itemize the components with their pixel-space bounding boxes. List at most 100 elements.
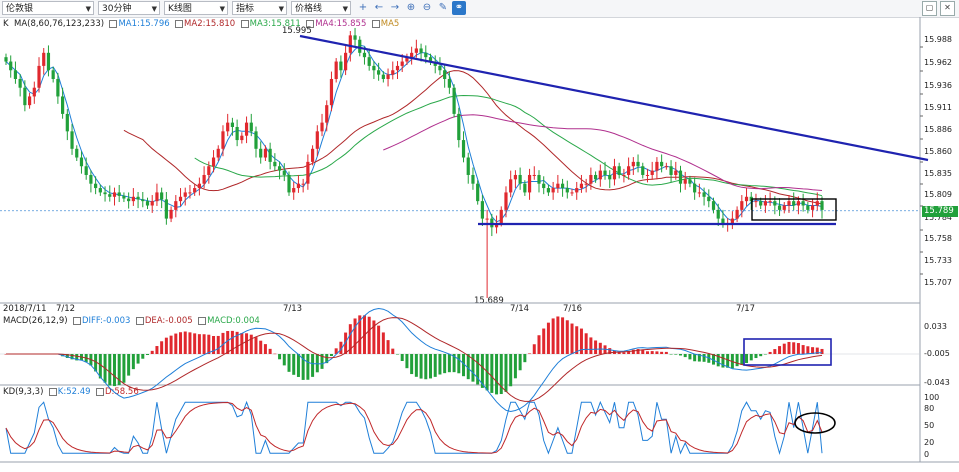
link-icon[interactable]: ⚭ xyxy=(452,1,466,15)
candle-body xyxy=(169,209,173,219)
candle-body xyxy=(410,52,414,58)
symbol-select[interactable]: 伦敦银 ▼ xyxy=(2,1,94,15)
price-tick: 15.962 xyxy=(924,58,952,67)
ma1-checkbox[interactable] xyxy=(109,19,118,28)
price-line-select[interactable]: 价格线 ▼ xyxy=(291,1,351,15)
close-icon[interactable]: ✕ xyxy=(940,1,955,16)
zoom-out-icon[interactable]: ⊖ xyxy=(422,2,432,13)
dea-checkbox[interactable] xyxy=(135,316,144,325)
candle-body xyxy=(400,61,404,66)
macd-bar xyxy=(410,354,414,375)
candle-body xyxy=(122,195,126,199)
price-tick: 15.860 xyxy=(924,147,952,156)
macd-bar xyxy=(395,354,399,355)
arrow-left-icon[interactable]: ← xyxy=(374,2,384,13)
candle-body xyxy=(815,201,819,206)
draw-pen-icon[interactable]: ✎ xyxy=(438,2,448,13)
resistance-trendline xyxy=(299,34,929,162)
ma2-checkbox[interactable] xyxy=(175,19,184,28)
d-checkbox[interactable] xyxy=(95,387,104,396)
candle-body xyxy=(75,148,79,158)
price-tick: 15.936 xyxy=(924,81,952,90)
macd-bar xyxy=(702,354,706,362)
period-select[interactable]: 30分钟 ▼ xyxy=(98,1,160,15)
macd-bar xyxy=(433,354,437,377)
macd-bar xyxy=(806,346,810,354)
macd-bar xyxy=(650,351,654,354)
candle-body xyxy=(127,198,131,202)
macd-bar xyxy=(561,317,565,354)
macd-bar xyxy=(759,354,763,357)
ma5-checkbox[interactable] xyxy=(371,19,380,28)
k-line xyxy=(5,400,823,456)
candle-body xyxy=(796,201,801,206)
macd-bar xyxy=(367,316,371,354)
candle-body xyxy=(438,65,442,71)
restore-icon[interactable]: ▢ xyxy=(922,1,937,16)
candle-body xyxy=(773,201,777,206)
candle-body xyxy=(678,170,683,184)
candle-body xyxy=(42,52,46,66)
chart-type-select-value: K线图 xyxy=(168,4,192,14)
macd-checkbox[interactable] xyxy=(198,316,207,325)
current-price-tag: 15.789 xyxy=(922,206,958,217)
macd-bar xyxy=(697,354,701,362)
candle-body xyxy=(593,174,598,180)
candle-body xyxy=(306,161,310,184)
macd-bar xyxy=(108,354,112,386)
crosshair-icon[interactable]: + xyxy=(358,2,368,13)
ma4-legend: MA4:15.855 xyxy=(315,19,367,29)
candle-body xyxy=(221,131,225,149)
overlays xyxy=(299,34,929,434)
candle-body xyxy=(65,113,69,132)
arrow-right-icon[interactable]: → xyxy=(390,2,400,13)
date-label: 7/13 xyxy=(283,304,303,314)
chart-type-select[interactable]: K线图 ▼ xyxy=(164,1,228,15)
ma4-checkbox[interactable] xyxy=(306,19,315,28)
candle-body xyxy=(9,61,13,71)
ma4-line xyxy=(383,114,823,191)
window-controls: ▢ ✕ xyxy=(919,1,955,16)
macd-bar xyxy=(348,324,352,354)
candle-body xyxy=(716,209,720,219)
candle-body xyxy=(560,183,565,189)
candle-body xyxy=(254,131,258,149)
chevron-down-icon: ▼ xyxy=(85,5,91,13)
candle-body xyxy=(518,174,522,184)
macd-bar xyxy=(792,342,796,354)
diff-checkbox[interactable] xyxy=(72,316,81,325)
candle-body xyxy=(344,52,348,71)
macd-bar xyxy=(457,354,461,374)
macd-bar xyxy=(339,341,343,354)
macd-bar xyxy=(94,354,98,372)
candle-body xyxy=(4,57,8,62)
macd-bar xyxy=(631,349,635,354)
chevron-down-icon: ▼ xyxy=(342,5,348,13)
candle-body xyxy=(702,192,706,197)
main-legend: K MA(8,60,76,123,233) MA1:15.796 MA2:15.… xyxy=(3,19,399,29)
candle-body xyxy=(386,74,390,79)
macd-bar xyxy=(296,354,300,377)
macd-bar xyxy=(598,342,602,354)
candle-body xyxy=(749,196,753,202)
candle-body xyxy=(37,65,41,88)
low-annotation: 15.689 xyxy=(474,296,504,306)
candle-body xyxy=(688,179,692,184)
macd-bar xyxy=(782,343,786,354)
macd-bar xyxy=(230,330,234,354)
candle-body xyxy=(579,183,584,189)
macd-bar xyxy=(509,354,513,387)
candle-body xyxy=(711,201,716,210)
macd-bar xyxy=(688,354,692,360)
candle-body xyxy=(419,48,423,53)
macd-bar xyxy=(476,354,480,385)
candle-body xyxy=(216,148,220,158)
candle-body xyxy=(499,209,503,223)
macd-bar xyxy=(315,354,319,373)
macd-bar xyxy=(815,347,819,354)
candle-body xyxy=(193,188,197,193)
k-checkbox[interactable] xyxy=(48,387,57,396)
zoom-in-icon[interactable]: ⊕ xyxy=(406,2,416,13)
indicator-select[interactable]: 指标 ▼ xyxy=(232,1,287,15)
ma3-checkbox[interactable] xyxy=(240,19,249,28)
